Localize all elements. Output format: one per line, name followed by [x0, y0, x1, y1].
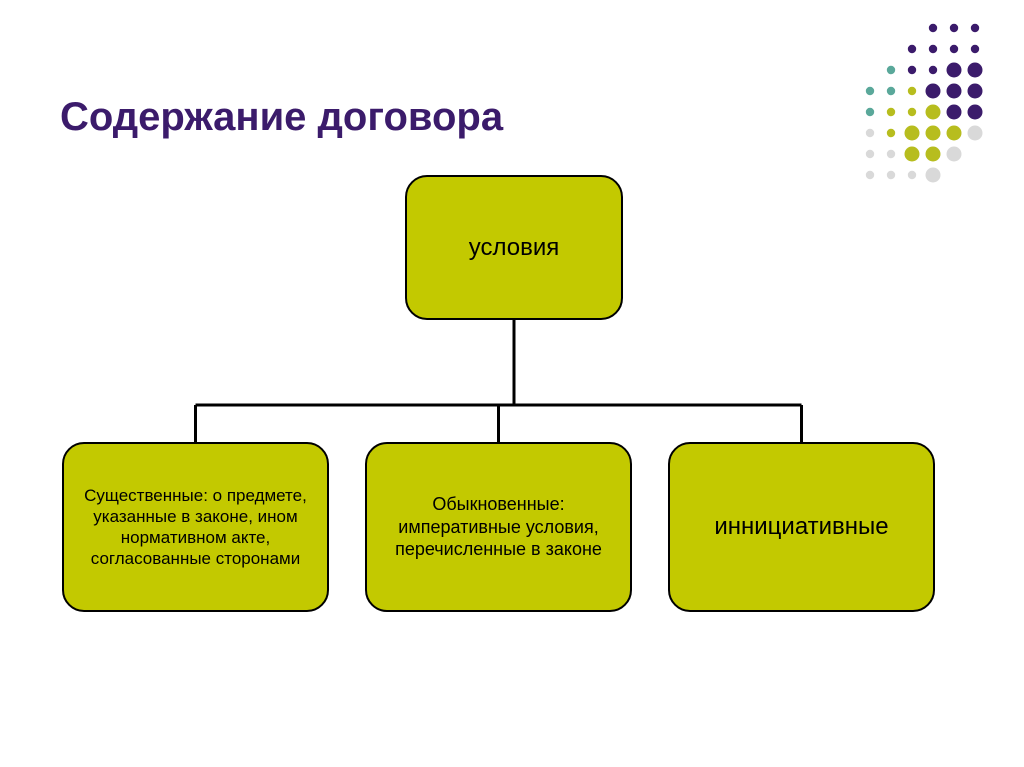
- corner-dot-decoration: [860, 18, 996, 196]
- node-child-3: иннициативные: [668, 442, 935, 612]
- page-title: Содержание договора: [60, 95, 503, 140]
- node-child-2-label: Обыкновенные: императивные условия, пере…: [377, 493, 620, 561]
- node-child-2: Обыкновенные: императивные условия, пере…: [365, 442, 632, 612]
- node-child-1: Существенные: о предмете, указанные в за…: [62, 442, 329, 612]
- node-child-1-label: Существенные: о предмете, указанные в за…: [74, 485, 317, 570]
- node-child-3-label: иннициативные: [714, 512, 888, 542]
- node-root-label: условия: [469, 233, 560, 263]
- node-root: условия: [405, 175, 623, 320]
